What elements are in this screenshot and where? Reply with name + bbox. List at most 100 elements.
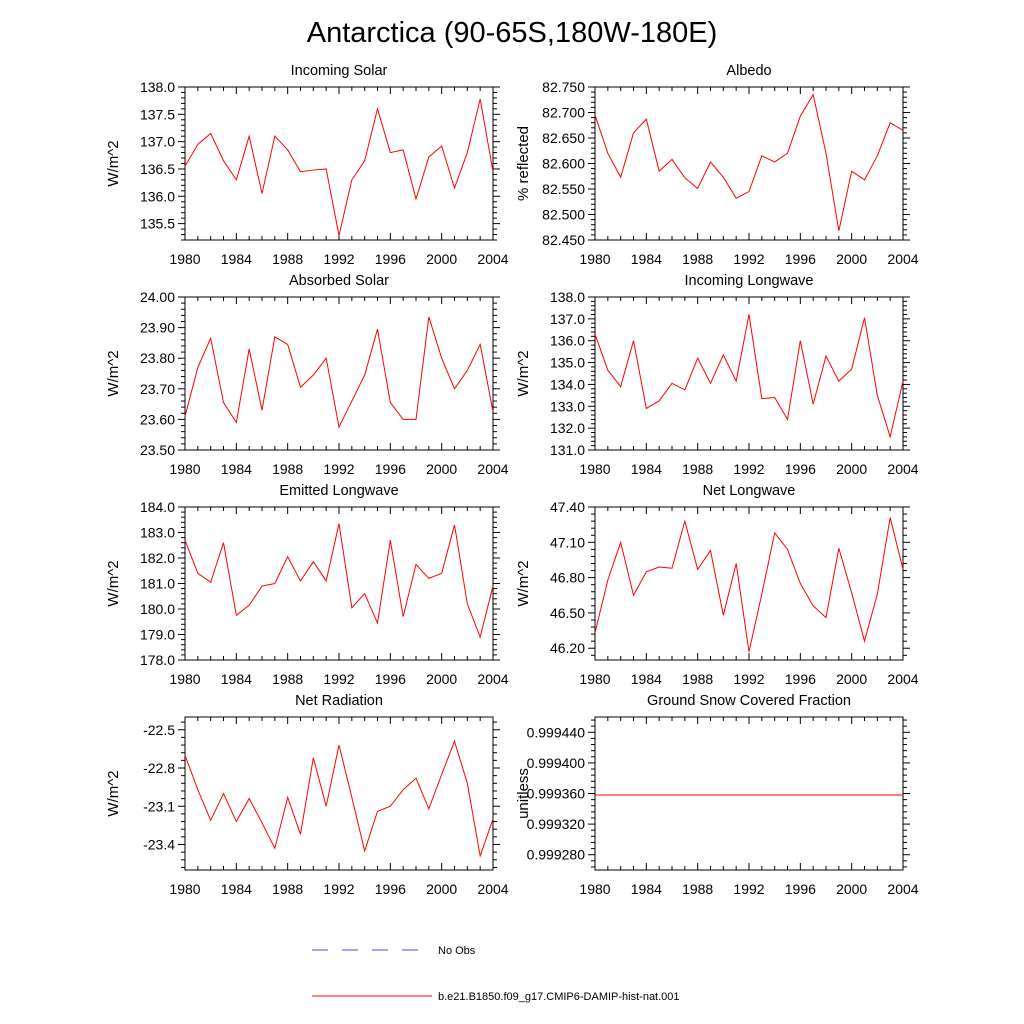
y-tick-label: 0.999280 (527, 847, 586, 863)
x-tick-label: 1988 (682, 461, 713, 477)
x-tick-label: 2004 (887, 251, 918, 267)
panel-0: Incoming Solar W/m^2 1980 1984 1988 1992 1996 2… (105, 63, 509, 267)
x-tick-label: 2000 (836, 881, 867, 897)
y-tick-label: 23.50 (140, 442, 175, 458)
y-tick-label: 0.999360 (527, 786, 586, 802)
y-tick-label: 23.70 (140, 381, 175, 397)
y-axis-label: W/m^2 (515, 560, 532, 606)
panel-5: Net Longwave W/m^2 1980 1984 1988 1992 1996 200… (515, 483, 919, 687)
y-tick-label: -23.1 (143, 798, 175, 814)
legend: No Obs b.e21.B1850.f09_g17.CMIP6-DAMIP-h… (312, 945, 680, 1003)
y-tick-label: 178.0 (140, 652, 175, 668)
y-tick-label: 138.0 (550, 289, 585, 305)
x-tick-label: 1992 (323, 461, 354, 477)
y-tick-label: 136.0 (550, 333, 585, 349)
x-tick-label: 1984 (631, 671, 662, 687)
panel-title: Albedo (726, 63, 771, 79)
x-tick-label: 1980 (169, 461, 200, 477)
x-tick-label: 1984 (631, 251, 662, 267)
panel-3: Incoming Longwave W/m^2 1980 1984 1988 1992 19… (515, 273, 919, 477)
y-tick-label: 137.0 (550, 311, 585, 327)
y-tick-label: 135.0 (550, 355, 585, 371)
y-tick-label: 82.700 (542, 105, 585, 121)
x-tick-label: 1996 (785, 671, 816, 687)
y-tick-label: 183.0 (140, 525, 175, 541)
y-tick-label: 24.00 (140, 289, 175, 305)
x-tick-label: 1996 (785, 251, 816, 267)
y-tick-label: 0.999440 (527, 724, 586, 740)
panel-title: Absorbed Solar (289, 273, 389, 289)
y-tick-label: 133.0 (550, 398, 585, 414)
panel-1: Albedo % reflected 1980 1984 1988 1992 1996 200… (515, 63, 919, 267)
panel-2: Absorbed Solar W/m^2 1980 1984 1988 1992 1996 2… (105, 273, 509, 477)
y-tick-label: 82.500 (542, 207, 585, 223)
x-tick-label: 1980 (579, 881, 610, 897)
y-tick-label: -22.8 (143, 760, 175, 776)
x-tick-label: 2004 (887, 881, 918, 897)
x-tick-label: 1988 (272, 251, 303, 267)
panel-title: Incoming Solar (291, 63, 388, 79)
panel-4: Emitted Longwave W/m^2 1980 1984 1988 1992 199… (105, 483, 509, 687)
y-tick-label: 47.40 (550, 499, 585, 515)
y-tick-label: -22.5 (143, 722, 175, 738)
x-tick-label: 1984 (221, 881, 252, 897)
plot-frame (594, 296, 904, 451)
y-axis-label: unitless (515, 768, 532, 819)
figure-title: Antarctica (90-65S,180W-180E) (307, 17, 718, 49)
x-tick-label: 1984 (221, 461, 252, 477)
x-tick-label: 2004 (477, 671, 508, 687)
panel-title: Net Longwave (703, 483, 796, 499)
x-tick-label: 1992 (733, 881, 764, 897)
y-tick-label: 82.550 (542, 181, 585, 197)
x-tick-label: 2004 (477, 251, 508, 267)
series-line-0 (184, 316, 494, 429)
y-axis-label: W/m^2 (105, 350, 122, 396)
x-tick-label: 1996 (375, 671, 406, 687)
x-tick-label: 1988 (682, 251, 713, 267)
y-tick-label: 135.5 (140, 216, 175, 232)
plot-frame (594, 86, 904, 241)
legend-model-label: b.e21.B1850.f09_g17.CMIP6-DAMIP-hist-nat… (438, 991, 680, 1003)
y-tick-label: 0.999400 (527, 755, 586, 771)
y-tick-label: 136.5 (140, 161, 175, 177)
y-tick-label: 82.600 (542, 156, 585, 172)
y-tick-label: 46.80 (550, 570, 585, 586)
plot-frame (594, 506, 904, 661)
x-tick-label: 1980 (169, 881, 200, 897)
x-tick-label: 2000 (426, 671, 457, 687)
panels: Incoming Solar W/m^2 1980 1984 1988 1992 1996 2… (105, 63, 919, 897)
x-tick-label: 1992 (733, 671, 764, 687)
x-tick-label: 1980 (579, 251, 610, 267)
x-tick-label: 1988 (272, 461, 303, 477)
y-tick-label: 82.650 (542, 130, 585, 146)
panel-title: Emitted Longwave (279, 483, 398, 499)
series-line-0 (594, 314, 904, 439)
y-axis-label: W/m^2 (105, 560, 122, 606)
x-tick-label: 1980 (579, 461, 610, 477)
x-tick-label: 1996 (375, 251, 406, 267)
x-tick-label: 2004 (887, 461, 918, 477)
y-tick-label: 179.0 (140, 627, 175, 643)
series-line-0 (184, 739, 494, 858)
x-tick-label: 1988 (272, 671, 303, 687)
x-tick-label: 1996 (375, 881, 406, 897)
x-tick-label: 1992 (323, 251, 354, 267)
x-tick-label: 1992 (323, 881, 354, 897)
y-tick-label: 23.80 (140, 350, 175, 366)
x-tick-label: 2000 (426, 251, 457, 267)
y-tick-label: -23.4 (143, 837, 175, 853)
panel-title: Ground Snow Covered Fraction (647, 693, 851, 709)
x-tick-label: 2000 (836, 671, 867, 687)
series-line-0 (184, 98, 494, 236)
y-axis-label: % reflected (515, 126, 532, 201)
x-tick-label: 1984 (221, 671, 252, 687)
series-line-0 (594, 517, 904, 652)
y-tick-label: 82.450 (542, 232, 585, 248)
x-tick-label: 1988 (272, 881, 303, 897)
x-tick-label: 1988 (682, 881, 713, 897)
y-axis-label: W/m^2 (105, 140, 122, 186)
x-tick-label: 1980 (169, 251, 200, 267)
x-tick-label: 1996 (785, 461, 816, 477)
x-tick-label: 2000 (836, 251, 867, 267)
y-tick-label: 82.750 (542, 79, 585, 95)
